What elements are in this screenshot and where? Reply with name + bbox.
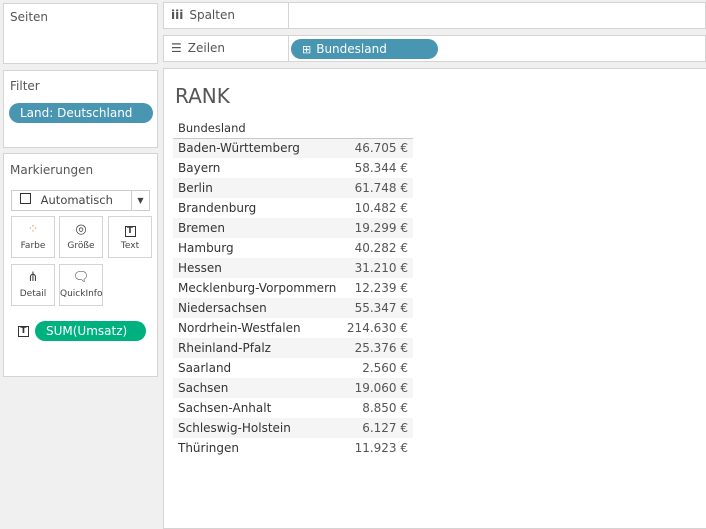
chevron-down-icon: ▼ <box>131 191 149 210</box>
table-row[interactable]: Schleswig-Holstein 6.127 € <box>173 418 413 438</box>
state-name[interactable]: Bremen <box>173 218 342 238</box>
marks-card: Markierungen Automatisch ▼ ⁘ Farbe ◎ Größe… <box>3 153 158 377</box>
sales-value[interactable]: 19.299 € <box>341 218 413 238</box>
table-row[interactable]: Niedersachsen 55.347 € <box>173 298 413 318</box>
text-button[interactable]: T Text <box>108 216 152 258</box>
sales-value[interactable]: 12.239 € <box>354 281 408 295</box>
columns-label: Spalten <box>189 8 235 22</box>
sales-value[interactable]: 8.850 € <box>362 401 408 415</box>
filter-title: Filter <box>10 79 40 93</box>
sales-value[interactable]: 214.630 € <box>346 321 408 335</box>
sales-value[interactable]: 6.127 € <box>341 418 413 438</box>
mark-type-value: Automatisch <box>40 193 113 207</box>
table-row[interactable]: Hamburg 40.282 € <box>173 238 413 258</box>
state-name[interactable]: Nordrhein-Westfalen <box>178 321 301 335</box>
table-row[interactable]: Baden-Württemberg 46.705 € <box>173 138 413 158</box>
sales-value[interactable]: 46.705 € <box>341 138 413 158</box>
measure-pill[interactable]: SUM(Umsatz) <box>35 321 146 341</box>
expand-icon: ⊞ <box>302 43 312 56</box>
sales-value[interactable]: 40.282 € <box>354 241 408 255</box>
column-header[interactable]: Bundesland <box>173 119 413 139</box>
state-name[interactable]: Baden-Württemberg <box>173 138 342 158</box>
table-row[interactable]: Rheinland-Pfalz 25.376 € <box>173 338 413 358</box>
table-row[interactable]: Thüringen 11.923 € <box>173 438 413 458</box>
table-row[interactable]: Bremen 19.299 € <box>173 218 413 238</box>
rows-icon: ☰ <box>171 41 182 55</box>
detail-icon: ⋔ <box>27 270 39 285</box>
tooltip-button[interactable]: 🗨 QuickInfo <box>59 264 103 306</box>
text-icon <box>20 193 31 204</box>
rows-shelf[interactable]: ☰ Zeilen ⊞ Bundesland <box>163 35 706 62</box>
table-row[interactable]: Nordrhein-Westfalen 214.630 € <box>173 318 413 338</box>
state-name[interactable]: Saarland <box>178 361 232 375</box>
state-name[interactable]: Hessen <box>173 258 342 278</box>
color-icon: ⁘ <box>27 222 39 237</box>
view-title: RANK <box>175 84 230 108</box>
tooltip-icon: 🗨 <box>72 270 90 285</box>
columns-shelf[interactable]: iii Spalten <box>163 2 706 29</box>
table-row[interactable]: Mecklenburg-Vorpommern 12.239 € <box>173 278 413 298</box>
text-icon: T <box>18 326 29 337</box>
sales-value[interactable]: 31.210 € <box>341 258 413 278</box>
table-row[interactable]: Brandenburg 10.482 € <box>173 198 413 218</box>
rows-pill[interactable]: ⊞ Bundesland <box>291 39 438 59</box>
state-name[interactable]: Brandenburg <box>178 201 257 215</box>
table-row[interactable]: Hessen 31.210 € <box>173 258 413 278</box>
table-row[interactable]: Sachsen 19.060 € <box>173 378 413 398</box>
sales-value[interactable]: 55.347 € <box>341 298 413 318</box>
state-name[interactable]: Sachsen-Anhalt <box>178 401 272 415</box>
data-table: Bundesland Baden-Württemberg 46.705 € Baye… <box>173 119 413 458</box>
state-name[interactable]: Rheinland-Pfalz <box>173 338 342 358</box>
state-name[interactable]: Sachsen <box>173 378 342 398</box>
state-name[interactable]: Hamburg <box>178 241 234 255</box>
columns-icon: iii <box>171 8 184 22</box>
filter-card: Filter Land: Deutschland <box>3 70 158 148</box>
marks-title: Markierungen <box>10 163 94 177</box>
table-row[interactable]: Bayern 58.344 € <box>173 158 413 178</box>
state-name[interactable]: Thüringen <box>178 441 240 455</box>
sales-value[interactable]: 11.923 € <box>354 441 408 455</box>
text-icon: T <box>109 217 151 241</box>
state-name[interactable]: Mecklenburg-Vorpommern <box>178 281 337 295</box>
filter-pill[interactable]: Land: Deutschland <box>9 103 153 123</box>
rows-label: Zeilen <box>187 41 226 55</box>
sales-value[interactable]: 19.060 € <box>341 378 413 398</box>
sales-value[interactable]: 2.560 € <box>362 361 408 375</box>
table-row[interactable]: Sachsen-Anhalt 8.850 € <box>173 398 413 418</box>
sales-value[interactable]: 58.344 € <box>354 161 408 175</box>
pages-title: Seiten <box>10 10 49 24</box>
sales-value[interactable]: 25.376 € <box>341 338 413 358</box>
size-button[interactable]: ◎ Größe <box>59 216 103 258</box>
mark-type-dropdown[interactable]: Automatisch ▼ <box>11 190 150 211</box>
state-name[interactable]: Niedersachsen <box>173 298 342 318</box>
state-name[interactable]: Schleswig-Holstein <box>173 418 342 438</box>
sales-value[interactable]: 10.482 € <box>354 201 408 215</box>
table-row[interactable]: Saarland 2.560 € <box>173 358 413 378</box>
color-button[interactable]: ⁘ Farbe <box>11 216 55 258</box>
detail-button[interactable]: ⋔ Detail <box>11 264 55 306</box>
state-name[interactable]: Berlin <box>173 178 342 198</box>
pages-card[interactable]: Seiten <box>3 3 158 64</box>
table-row[interactable]: Berlin 61.748 € <box>173 178 413 198</box>
size-icon: ◎ <box>75 222 87 237</box>
state-name[interactable]: Bayern <box>178 161 221 175</box>
sales-value[interactable]: 61.748 € <box>341 178 413 198</box>
